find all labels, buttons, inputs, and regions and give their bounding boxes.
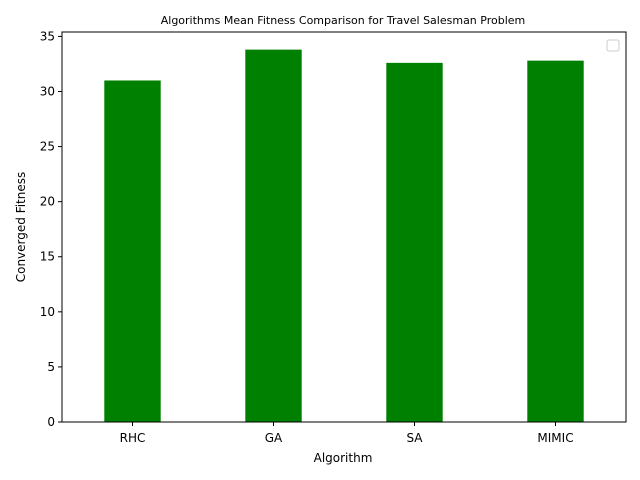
y-axis-label: Converged Fitness: [14, 172, 28, 283]
y-tick-label-20: 20: [40, 195, 55, 209]
y-tick-label-0: 0: [47, 415, 55, 429]
x-axis-ticks: RHC GA SA MIMIC: [120, 422, 574, 445]
y-tick-label-10: 10: [40, 305, 55, 319]
bar-mimic: [527, 60, 584, 422]
y-tick-label-30: 30: [40, 84, 55, 98]
y-tick-label-35: 35: [40, 29, 55, 43]
bar-ga: [245, 49, 302, 423]
legend-box: [606, 39, 620, 52]
y-tick-label-15: 15: [40, 250, 55, 264]
bars-group: [104, 49, 584, 423]
y-tick-label-25: 25: [40, 140, 55, 154]
bar-sa: [386, 62, 443, 422]
x-tick-label-mimic: MIMIC: [537, 431, 573, 445]
plot-frame: [61, 31, 627, 423]
x-tick-label-sa: SA: [406, 431, 423, 445]
x-tick-label-rhc: RHC: [120, 431, 146, 445]
x-tick-label-ga: GA: [265, 431, 283, 445]
x-axis-label: Algorithm: [314, 451, 373, 465]
y-tick-label-5: 5: [47, 360, 55, 374]
chart-title: Algorithms Mean Fitness Comparison for T…: [161, 14, 526, 27]
bar-rhc: [104, 80, 161, 422]
y-axis-ticks: 0 5 10 15 20 25 30 35: [40, 29, 62, 429]
